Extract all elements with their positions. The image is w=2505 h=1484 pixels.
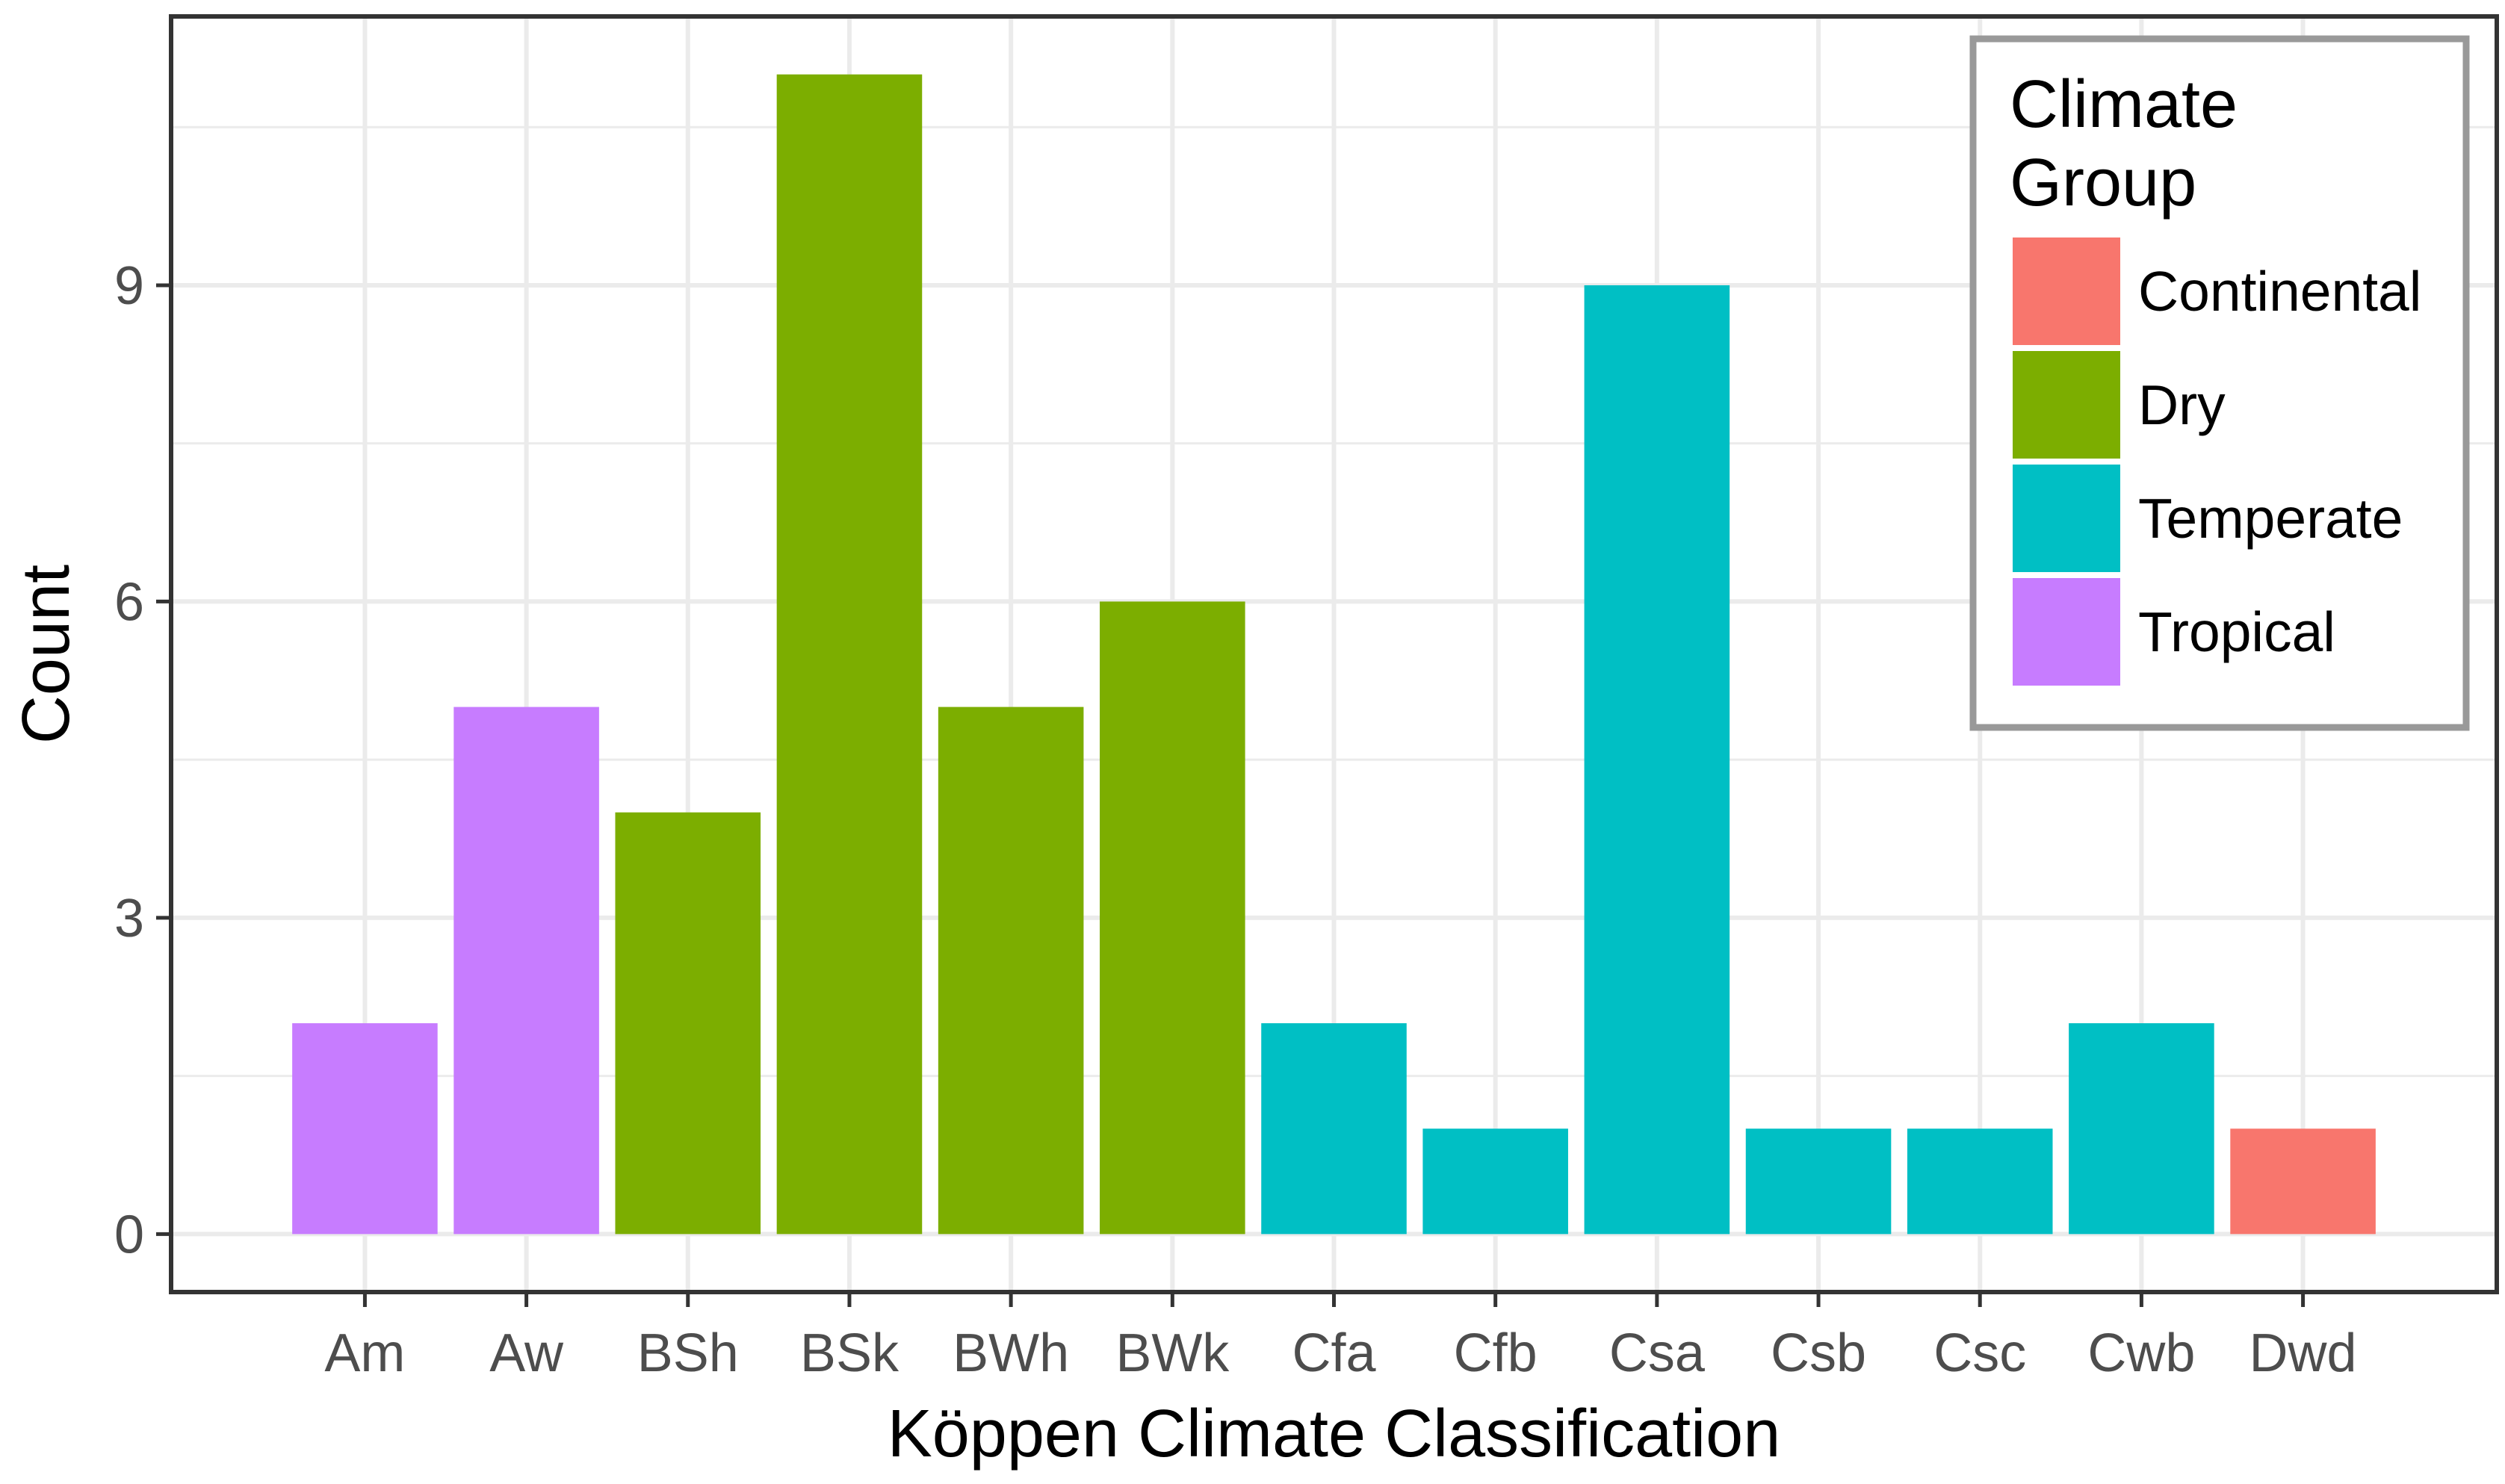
bar-bsh xyxy=(615,812,761,1235)
bar-csc xyxy=(1907,1128,2053,1235)
legend-entries: Continental Dry Temperate Tropical xyxy=(2013,237,2421,686)
legend-key-temperate xyxy=(2013,465,2120,572)
y-tick-label: 3 xyxy=(114,889,144,949)
x-tick-label: BWh xyxy=(953,1323,1069,1383)
bar-bsk xyxy=(776,74,923,1235)
x-tick-label: Cfb xyxy=(1454,1323,1538,1383)
y-axis-title: Count xyxy=(9,565,84,744)
x-axis: Am Aw BSh BSk BWh BWk Cfa Cfb Csa Csb Csc Cwb Dwd xyxy=(324,1292,2357,1383)
x-tick-label: BWk xyxy=(1115,1323,1230,1383)
x-tick-label: Csc xyxy=(1933,1323,2026,1383)
bar-cwb xyxy=(2069,1023,2214,1235)
bars xyxy=(292,74,2376,1235)
legend-title-line-2: Group xyxy=(2010,146,2196,220)
bar-csb xyxy=(1745,1128,1892,1235)
x-tick-label: Aw xyxy=(489,1323,564,1383)
y-tick-label: 6 xyxy=(114,572,144,632)
x-tick-label: Csb xyxy=(1771,1323,1866,1383)
y-tick-label: 0 xyxy=(114,1205,144,1264)
bar-cfb xyxy=(1422,1128,1568,1235)
legend-label-temperate: Temperate xyxy=(2138,487,2403,550)
bar-csa xyxy=(1584,285,1730,1235)
legend-label-continental: Continental xyxy=(2138,260,2421,323)
legend-label-dry: Dry xyxy=(2138,373,2226,436)
x-tick-label: Dwd xyxy=(2249,1323,2357,1383)
x-tick-label: Am xyxy=(324,1323,405,1383)
legend-label-tropical: Tropical xyxy=(2138,600,2335,663)
x-tick-label: Cwb xyxy=(2087,1323,2195,1383)
legend-key-tropical xyxy=(2013,578,2120,686)
x-tick-label: BSh xyxy=(637,1323,739,1383)
bar-dwd xyxy=(2230,1128,2376,1235)
legend-key-continental xyxy=(2013,237,2120,345)
x-tick-label: BSk xyxy=(800,1323,899,1383)
x-tick-label: Csa xyxy=(1609,1323,1706,1383)
bar-am xyxy=(292,1023,438,1235)
bar-aw xyxy=(453,707,599,1235)
x-tick-label: Cfa xyxy=(1292,1323,1376,1383)
legend-title-line-1: Climate xyxy=(2010,67,2238,142)
bar-cfa xyxy=(1261,1023,1407,1235)
legend: Climate Group Continental Dry Temperate Tro… xyxy=(1969,35,2470,731)
legend-key-dry xyxy=(2013,351,2120,459)
bar-bwh xyxy=(938,707,1084,1235)
x-axis-title: Köppen Climate Classification xyxy=(888,1397,1781,1471)
bar-bwk xyxy=(1100,601,1245,1235)
y-axis: 0 3 6 9 xyxy=(114,256,171,1264)
y-tick-label: 9 xyxy=(114,256,144,316)
